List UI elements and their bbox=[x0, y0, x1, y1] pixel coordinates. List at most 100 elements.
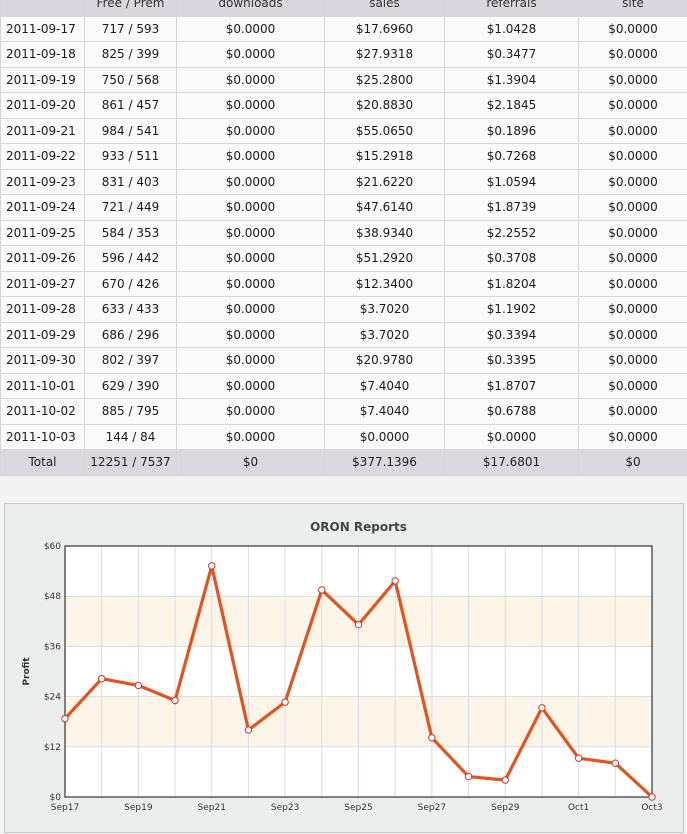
cell-referrals: $1.1902 bbox=[445, 297, 579, 323]
cell-date: 2011-09-22 bbox=[1, 144, 85, 170]
cell-free-prem: 596 / 442 bbox=[85, 246, 177, 272]
data-point bbox=[392, 578, 398, 584]
cell-free-prem: 629 / 390 bbox=[85, 373, 177, 399]
cell-sales: $38.9340 bbox=[325, 220, 445, 246]
cell-referrals: $0.3708 bbox=[445, 246, 579, 272]
cell-referrals: $1.8739 bbox=[445, 195, 579, 221]
cell-sales: $15.2918 bbox=[325, 144, 445, 170]
cell-downloads: $0.0000 bbox=[177, 424, 325, 450]
cell-site: $0.0000 bbox=[579, 42, 687, 68]
cell-referrals: $2.1845 bbox=[445, 93, 579, 119]
cell-referrals: $0.1896 bbox=[445, 118, 579, 144]
cell-date: 2011-09-19 bbox=[1, 67, 85, 93]
data-point bbox=[355, 621, 361, 627]
cell-site: $0.0000 bbox=[579, 424, 687, 450]
cell-downloads: $0.0000 bbox=[177, 271, 325, 297]
x-tick-label: Sep21 bbox=[198, 803, 226, 813]
total-cell-downloads: $0 bbox=[177, 450, 325, 476]
cell-downloads: $0.0000 bbox=[177, 220, 325, 246]
cell-date: 2011-09-25 bbox=[1, 220, 85, 246]
cell-sales: $55.0650 bbox=[325, 118, 445, 144]
cell-downloads: $0.0000 bbox=[177, 67, 325, 93]
x-tick-label: Sep27 bbox=[418, 803, 446, 813]
cell-date: 2011-09-26 bbox=[1, 246, 85, 272]
cell-free-prem: 933 / 511 bbox=[85, 144, 177, 170]
data-point bbox=[98, 675, 104, 681]
cell-free-prem: 721 / 449 bbox=[85, 195, 177, 221]
cell-site: $0.0000 bbox=[579, 195, 687, 221]
cell-free-prem: 885 / 795 bbox=[85, 399, 177, 425]
cell-date: 2011-09-17 bbox=[1, 16, 85, 42]
cell-sales: $7.4040 bbox=[325, 399, 445, 425]
cell-sales: $12.3400 bbox=[325, 271, 445, 297]
cell-free-prem: 831 / 403 bbox=[85, 169, 177, 195]
y-tick-label: $24 bbox=[44, 693, 61, 703]
cell-site: $0.0000 bbox=[579, 169, 687, 195]
cell-referrals: $0.7268 bbox=[445, 144, 579, 170]
cell-sales: $3.7020 bbox=[325, 297, 445, 323]
cell-site: $0.0000 bbox=[579, 348, 687, 374]
data-point bbox=[319, 587, 325, 593]
cell-date: 2011-10-03 bbox=[1, 424, 85, 450]
cell-site: $0.0000 bbox=[579, 118, 687, 144]
cell-sales: $20.8830 bbox=[325, 93, 445, 119]
cell-site: $0.0000 bbox=[579, 93, 687, 119]
cell-date: 2011-09-20 bbox=[1, 93, 85, 119]
cell-referrals: $0.0000 bbox=[445, 424, 579, 450]
cell-date: 2011-09-29 bbox=[1, 322, 85, 348]
cell-downloads: $0.0000 bbox=[177, 195, 325, 221]
x-tick-label: Sep29 bbox=[491, 803, 520, 813]
cell-downloads: $0.0000 bbox=[177, 399, 325, 425]
cell-referrals: $1.0594 bbox=[445, 169, 579, 195]
header-date bbox=[1, 0, 85, 16]
data-point bbox=[135, 682, 141, 688]
header-site: site bbox=[579, 0, 687, 16]
cell-referrals: $1.8204 bbox=[445, 271, 579, 297]
data-point bbox=[539, 705, 545, 711]
cell-date: 2011-10-02 bbox=[1, 399, 85, 425]
data-point bbox=[649, 794, 655, 800]
cell-downloads: $0.0000 bbox=[177, 322, 325, 348]
cell-sales: $27.9318 bbox=[325, 42, 445, 68]
chart-title: ORON Reports bbox=[310, 520, 407, 534]
cell-site: $0.0000 bbox=[579, 297, 687, 323]
data-point bbox=[282, 699, 288, 705]
data-point bbox=[209, 563, 215, 569]
cell-referrals: $0.3394 bbox=[445, 322, 579, 348]
cell-referrals: $1.0428 bbox=[445, 16, 579, 42]
table-header-row: Free / Prem downloads sales referrals si… bbox=[1, 0, 687, 16]
x-tick-label: Oct1 bbox=[568, 803, 589, 813]
cell-sales: $47.6140 bbox=[325, 195, 445, 221]
cell-site: $0.0000 bbox=[579, 322, 687, 348]
cell-free-prem: 633 / 433 bbox=[85, 297, 177, 323]
cell-free-prem: 686 / 296 bbox=[85, 322, 177, 348]
cell-referrals: $1.3904 bbox=[445, 67, 579, 93]
total-cell-date: Total bbox=[1, 450, 85, 476]
cell-free-prem: 750 / 568 bbox=[85, 67, 177, 93]
cell-sales: $25.2800 bbox=[325, 67, 445, 93]
y-tick-label: $48 bbox=[44, 592, 61, 602]
data-point bbox=[245, 727, 251, 733]
total-cell-referrals: $17.6801 bbox=[445, 450, 579, 476]
cell-free-prem: 861 / 457 bbox=[85, 93, 177, 119]
stats-table: Free / Prem downloads sales referrals si… bbox=[0, 0, 687, 476]
cell-downloads: $0.0000 bbox=[177, 246, 325, 272]
data-point bbox=[465, 773, 471, 779]
cell-downloads: $0.0000 bbox=[177, 93, 325, 119]
cell-date: 2011-09-24 bbox=[1, 195, 85, 221]
stats-table-container: Free / Prem downloads sales referrals si… bbox=[0, 0, 687, 476]
cell-referrals: $1.8707 bbox=[445, 373, 579, 399]
